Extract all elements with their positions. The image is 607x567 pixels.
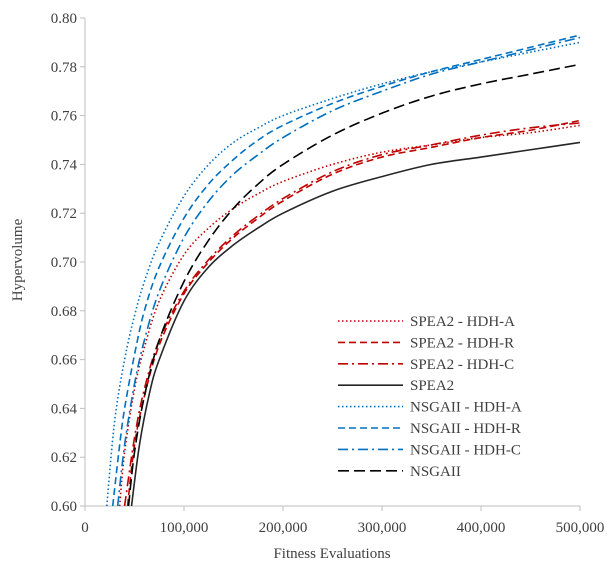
series-line-8 bbox=[127, 63, 581, 507]
series-layer bbox=[105, 34, 581, 507]
series-line-4 bbox=[130, 141, 581, 507]
axes: 0.60 0.62 0.64 0.66 0.68 0.70 0.72 0.74 0.76 0.78… bbox=[51, 11, 605, 536]
series-line-1 bbox=[118, 124, 581, 507]
x-tick-label: 400,000 bbox=[457, 520, 506, 536]
y-axis-title: Hypervolume bbox=[10, 218, 26, 301]
legend-label-5: NSGAII - HDH-A bbox=[410, 400, 522, 416]
y-tick-label: 0.72 bbox=[51, 206, 77, 222]
legend-label-3: SPEA2 - HDH-C bbox=[410, 357, 514, 373]
series-line-3 bbox=[123, 122, 581, 507]
y-tick-label: 0.68 bbox=[51, 304, 77, 320]
series-line-6 bbox=[111, 34, 581, 507]
x-axis-title: Fitness Evaluations bbox=[273, 546, 390, 562]
legend-label-8: NSGAII bbox=[410, 464, 461, 480]
legend-label-4: SPEA2 bbox=[410, 378, 454, 394]
x-tick-label: 100,000 bbox=[160, 520, 209, 536]
y-tick-label: 0.70 bbox=[51, 255, 77, 271]
x-tick-label: 500,000 bbox=[556, 520, 605, 536]
y-tick-label: 0.66 bbox=[51, 353, 78, 369]
y-tick-label: 0.78 bbox=[51, 60, 77, 76]
y-tick-label: 0.76 bbox=[51, 109, 78, 125]
x-tick-label: 300,000 bbox=[358, 520, 407, 536]
y-tick-label: 0.62 bbox=[51, 450, 77, 466]
legend-label-2: SPEA2 - HDH-R bbox=[410, 335, 514, 351]
y-tick-label: 0.74 bbox=[51, 157, 78, 173]
legend-label-6: NSGAII - HDH-R bbox=[410, 421, 521, 437]
y-tick-label: 0.60 bbox=[51, 499, 77, 515]
y-tick-label: 0.64 bbox=[51, 401, 78, 417]
x-tick-label: 200,000 bbox=[259, 520, 308, 536]
series-line-7 bbox=[116, 36, 581, 507]
legend-label-7: NSGAII - HDH-C bbox=[410, 442, 521, 458]
legend: SPEA2 - HDH-A SPEA2 - HDH-R SPEA2 - HDH-C S… bbox=[338, 314, 522, 480]
x-tick-label: 0 bbox=[81, 520, 89, 536]
legend-label-1: SPEA2 - HDH-A bbox=[410, 314, 515, 330]
series-line-2 bbox=[126, 119, 581, 507]
y-tick-label: 0.80 bbox=[51, 11, 77, 27]
